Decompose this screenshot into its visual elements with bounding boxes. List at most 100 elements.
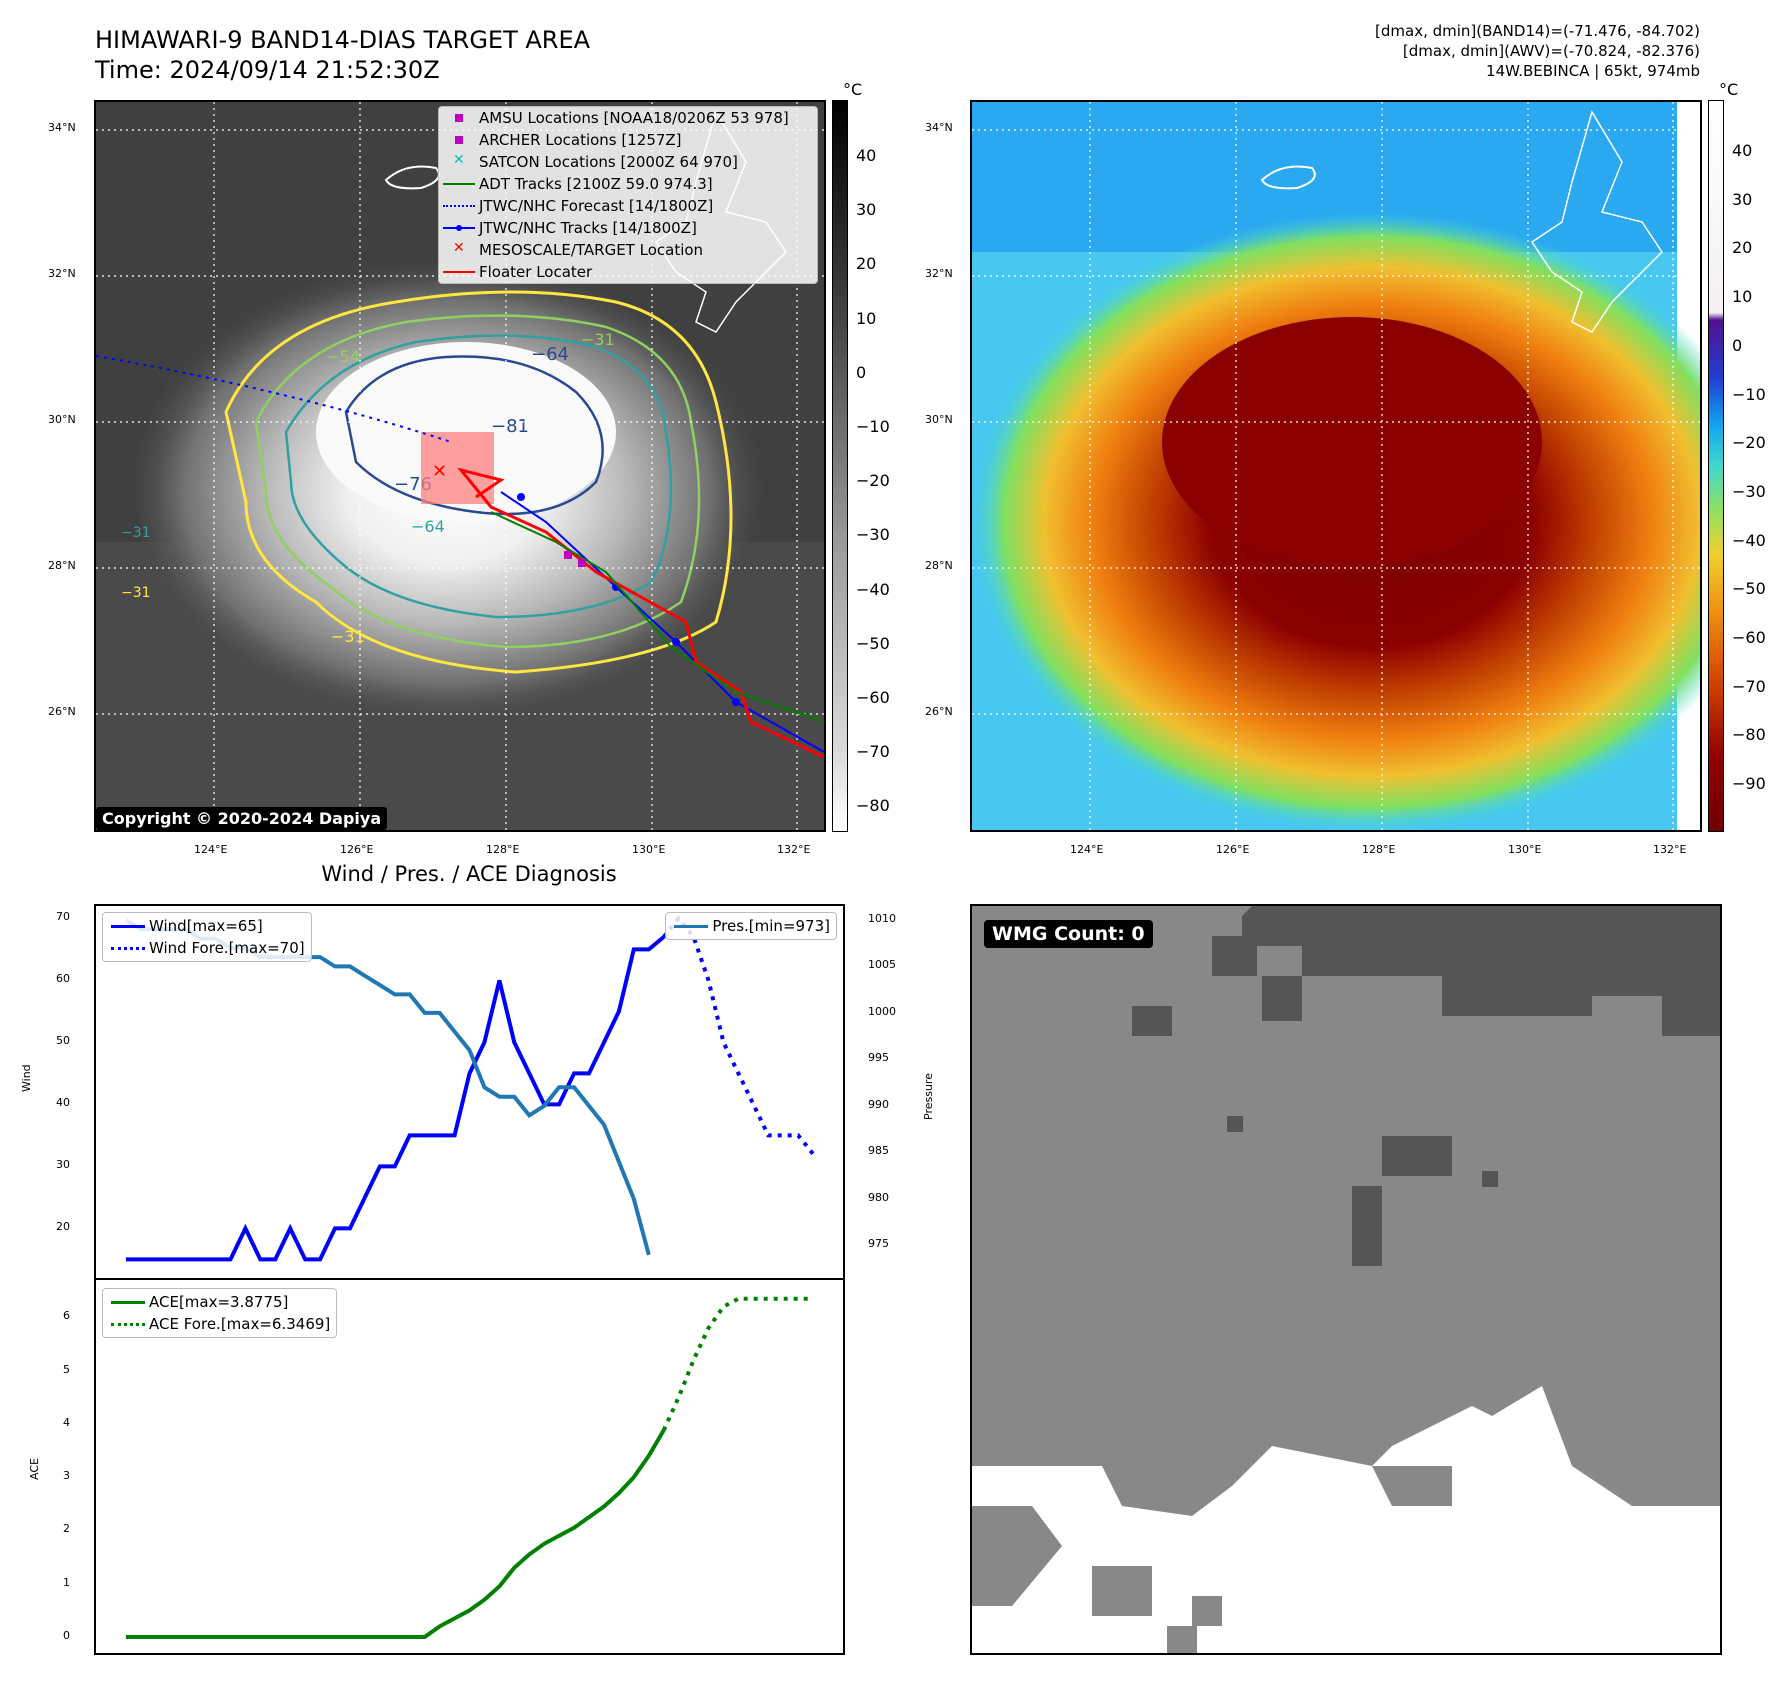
square-marker-icon (455, 114, 463, 122)
lat-tick: 30°N (48, 413, 76, 426)
line-marker-icon (443, 271, 475, 273)
tl-title-line1: HIMAWARI-9 BAND14-DIAS TARGET AREA (95, 26, 591, 54)
legend-label: JTWC/NHC Tracks [14/1800Z] (479, 219, 697, 237)
tl-colorbar-tick: −10 (856, 417, 890, 436)
contour-label: −64 (411, 517, 445, 536)
ace-legend: ACE[max=3.8775] ACE Fore.[max=6.3469] (102, 1288, 338, 1338)
copyright-badge: Copyright © 2020-2024 Dapiya (96, 807, 388, 830)
jtwc-track (500, 491, 824, 753)
tr-stats-line1: [dmax, dmin](BAND14)=(-71.476, -84.702) (1375, 22, 1700, 40)
tr-stats-line2: [dmax, dmin](AWV)=(-70.824, -82.376) (1402, 42, 1700, 60)
tr-colorbar-tick: 40 (1732, 141, 1753, 160)
wind-pressure-chart: Wind[max=65] Wind Fore.[max=70] Pres.[mi… (94, 904, 845, 1280)
series-line-0 (125, 935, 665, 1262)
pressure-tick-label: 975 (868, 1237, 889, 1251)
series-line-1 (661, 1296, 814, 1432)
archer-marker (578, 559, 586, 567)
ace-tick-label: 1 (63, 1575, 70, 1589)
tl-colorbar-tick: −80 (856, 796, 890, 816)
dotted-line-icon (443, 205, 475, 207)
wind-axis-label: Wind (20, 1064, 33, 1092)
legend-label: AMSU Locations [NOAA18/0206Z 53 978] (479, 109, 789, 127)
awv-map-image (972, 102, 1700, 830)
wind-legend: Wind[max=65] Wind Fore.[max=70] (102, 912, 312, 962)
contour-label: −31 (581, 330, 615, 349)
lat-tick: 32°N (48, 267, 76, 280)
awv-map-panel (970, 100, 1702, 832)
tl-colorbar-tick: 40 (856, 146, 877, 165)
lon-tick: 128°E (486, 843, 520, 856)
lon-tick: 132°E (1653, 843, 1687, 856)
tr-colorbar-tick: 0 (1732, 335, 1743, 355)
lat-tick: 26°N (48, 705, 76, 718)
legend-label: ACE Fore.[max=6.3469] (149, 1315, 331, 1333)
lon-tick: 130°E (1508, 843, 1542, 856)
wmg-count-badge: WMG Count: 0 (984, 920, 1153, 948)
tl-colorbar-tick: 20 (856, 254, 877, 274)
tl-colorbar-tick: −40 (856, 579, 890, 599)
ace-plot (125, 1296, 814, 1639)
lon-tick: 126°E (340, 843, 374, 856)
wmg-image (972, 906, 1720, 1653)
wind-tick-label: 30 (56, 1158, 70, 1172)
band14-map-panel: −31 −64 −81 −76 −64 −54 −31 −31 −31 ✕ (94, 100, 826, 832)
tl-legend: AMSU Locations [NOAA18/0206Z 53 978] ARC… (438, 106, 818, 284)
lat-tick: 30°N (925, 413, 953, 426)
ace-axis-label: ACE (28, 1458, 41, 1480)
jtwc-track-points (517, 493, 740, 706)
legend-item: JTWC/NHC Tracks [14/1800Z] (439, 217, 817, 239)
contour-label: −31 (121, 525, 151, 541)
floater-track (457, 467, 824, 759)
tl-colorbar-tick: 10 (856, 308, 877, 328)
series-line-2 (124, 918, 651, 1256)
adt-track (490, 511, 824, 723)
lat-tick: 32°N (925, 267, 953, 280)
legend-label: Pres.[min=973] (712, 917, 830, 935)
legend-label: ADT Tracks [2100Z 59.0 974.3] (479, 175, 713, 193)
lon-tick: 130°E (632, 843, 666, 856)
tl-colorbar-tick: −20 (856, 471, 890, 491)
wind-tick-label: 40 (56, 1096, 70, 1110)
band14-colorbar (832, 100, 848, 832)
pressure-tick-label: 1010 (868, 911, 896, 925)
legend-item: ARCHER Locations [1257Z] (439, 129, 817, 151)
wind-tick-label: 70 (56, 910, 70, 924)
tr-colorbar-tick: 20 (1732, 238, 1753, 258)
amsu-marker (564, 551, 572, 559)
tr-colorbar-tick: −90 (1732, 774, 1766, 794)
pressure-tick-label: 995 (868, 1051, 889, 1065)
tl-colorbar-tick: 30 (856, 200, 877, 220)
pressure-tick-label: 985 (868, 1144, 889, 1158)
wind-tick-label: 60 (56, 972, 70, 986)
jtwc-forecast-track (96, 355, 452, 443)
pressure-axis-label: Pressure (922, 1073, 935, 1120)
lat-tick: 34°N (925, 121, 953, 134)
tr-colorbar-tick: −30 (1732, 481, 1766, 501)
tr-colorbar-tick: 10 (1732, 287, 1753, 307)
ace-chart: ACE[max=3.8775] ACE Fore.[max=6.3469] (94, 1278, 845, 1655)
contour-label: −64 (531, 344, 569, 365)
tr-colorbar-tick: −40 (1732, 530, 1766, 550)
solid-line-icon (111, 925, 145, 928)
ace-tick-label: 3 (63, 1469, 70, 1483)
legend-item: ✕ MESOSCALE/TARGET Location (439, 239, 817, 261)
lon-tick: 124°E (1070, 843, 1104, 856)
ace-tick-label: 2 (63, 1522, 70, 1536)
series-line-1 (662, 915, 815, 1156)
square-marker-icon (455, 136, 463, 144)
legend-label: JTWC/NHC Forecast [14/1800Z] (479, 197, 714, 215)
pressure-legend: Pres.[min=973] (665, 912, 837, 940)
tl-colorbar-tick: 0 (856, 362, 867, 382)
legend-label: ACE[max=3.8775] (149, 1293, 289, 1311)
x-marker-icon: ✕ (453, 240, 465, 256)
tr-storm-info: 14W.BEBINCA | 65kt, 974mb (1486, 62, 1700, 80)
tr-colorbar-tick: −70 (1732, 676, 1766, 696)
solid-line-icon (674, 925, 709, 928)
pressure-tick-label: 980 (868, 1190, 889, 1204)
target-location-marker: ✕ (432, 461, 447, 482)
legend-label: MESOSCALE/TARGET Location (479, 241, 704, 259)
contour-label: −81 (491, 416, 529, 437)
colorbar-unit: °C (1719, 80, 1739, 99)
lat-tick: 28°N (48, 559, 76, 572)
tr-colorbar-tick: −50 (1732, 579, 1766, 599)
